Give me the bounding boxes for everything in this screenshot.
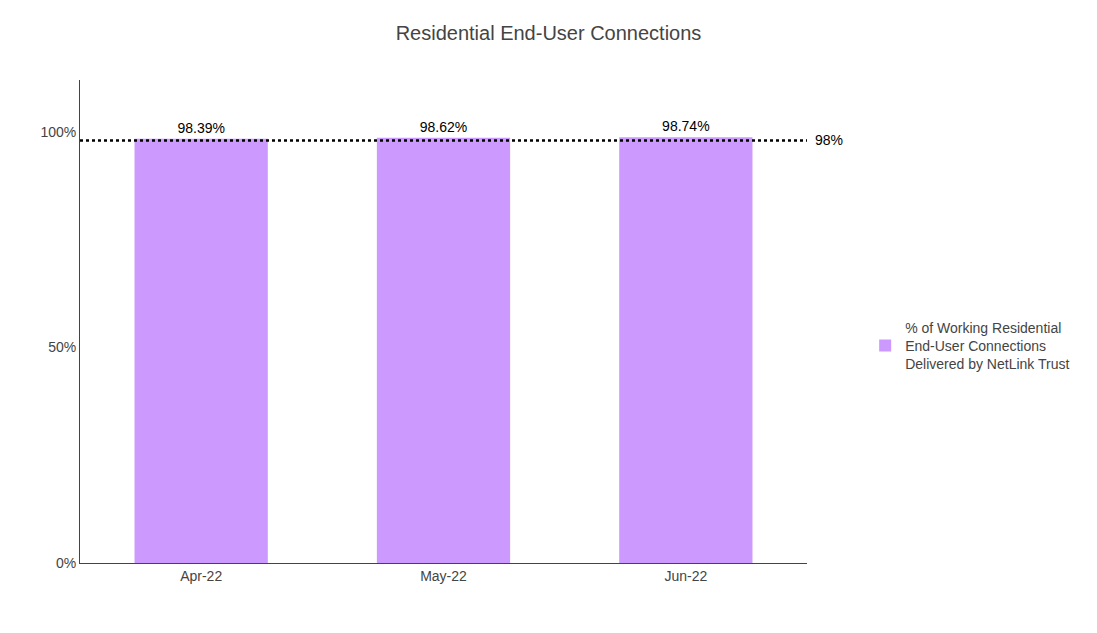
svg-text:98.39%: 98.39% [177,120,224,136]
svg-text:% of Working ResidentialEnd-Us: % of Working ResidentialEnd-User Connect… [905,320,1069,372]
svg-text:May-22: May-22 [420,568,467,584]
svg-text:100%: 100% [40,124,76,140]
svg-text:50%: 50% [48,339,76,355]
svg-text:98.74%: 98.74% [662,118,709,134]
svg-text:98.62%: 98.62% [420,119,467,135]
svg-text:0%: 0% [56,555,76,571]
svg-text:Jun-22: Jun-22 [664,568,707,584]
svg-text:98%: 98% [815,132,843,148]
svg-text:Residential End-User Connectio: Residential End-User Connections [396,22,702,44]
svg-text:Apr-22: Apr-22 [180,568,222,584]
